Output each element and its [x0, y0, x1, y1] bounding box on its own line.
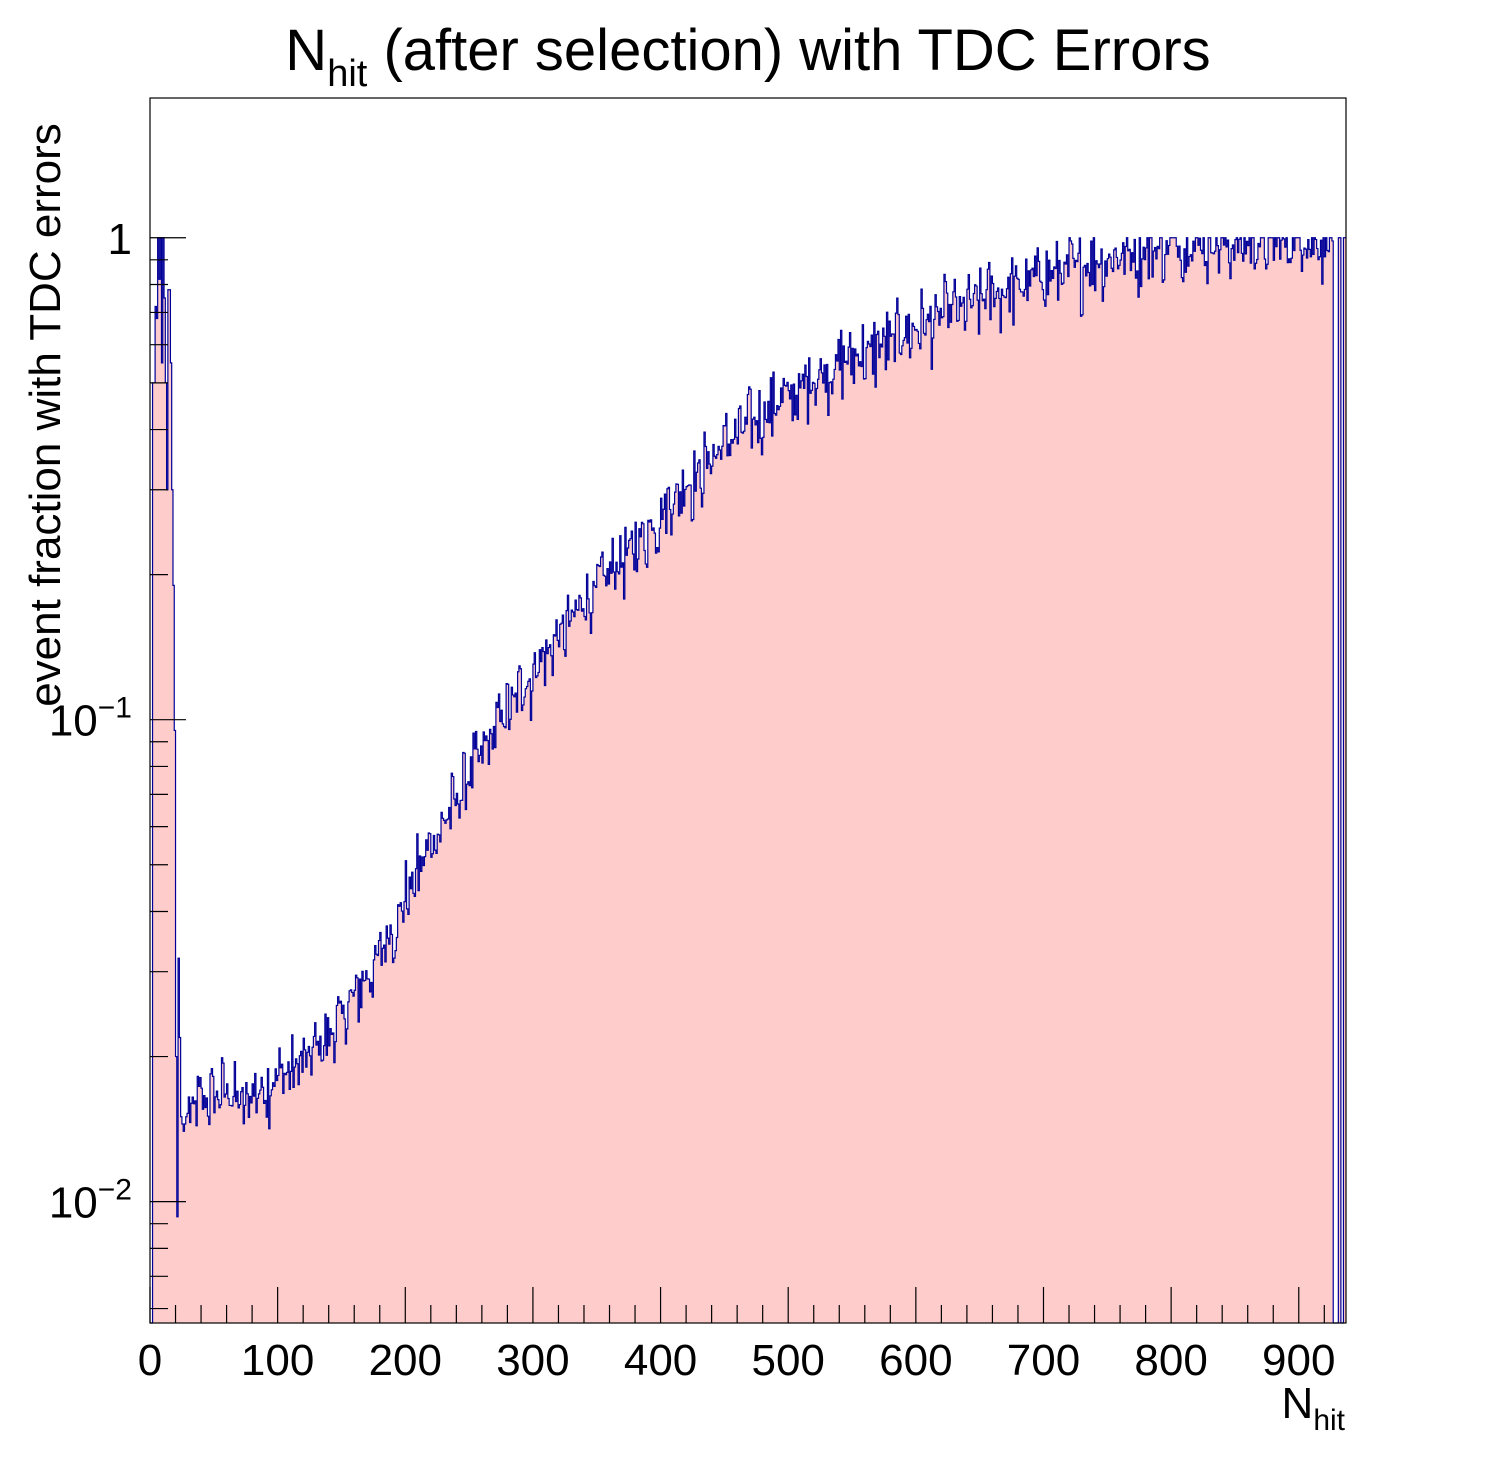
x-tick-label: 500: [751, 1336, 824, 1385]
y-tick-label: 10−1: [49, 692, 132, 746]
x-axis-title-main: N: [1282, 1379, 1314, 1428]
y-axis-ticks: 10−2 10−1 1: [49, 215, 186, 1310]
x-tick-label: 700: [1007, 1336, 1080, 1385]
chart-title-rest: (after selection) with TDC Errors: [367, 18, 1210, 83]
histogram-fill: [150, 237, 1346, 1323]
x-tick-label: 0: [138, 1336, 162, 1385]
x-tick-label: 900: [1262, 1336, 1335, 1385]
y-tick-label: 10−2: [49, 1174, 132, 1228]
chart-title-sub: hit: [327, 53, 368, 95]
x-tick-label: 800: [1134, 1336, 1207, 1385]
x-tick-label: 400: [624, 1336, 697, 1385]
x-axis-title: Nhit: [1282, 1379, 1346, 1437]
x-tick-label: 300: [496, 1336, 569, 1385]
plot-frame: [149, 97, 1347, 1324]
y-tick-label: 1: [108, 215, 132, 264]
chart-title: Nhit (after selection) with TDC Errors: [285, 18, 1210, 95]
x-tick-label: 200: [369, 1336, 442, 1385]
plot-area: [150, 237, 1346, 1324]
y-axis-title: event fraction with TDC errors: [21, 123, 70, 707]
chart-title-main: N: [285, 18, 327, 83]
histogram-outline: [150, 237, 1346, 1324]
x-axis-ticks: 0 100 200 300 400 500 600 700 800 900: [138, 1287, 1335, 1385]
x-tick-label: 100: [241, 1336, 314, 1385]
x-tick-label: 600: [879, 1336, 952, 1385]
x-axis-title-sub: hit: [1313, 1404, 1345, 1437]
